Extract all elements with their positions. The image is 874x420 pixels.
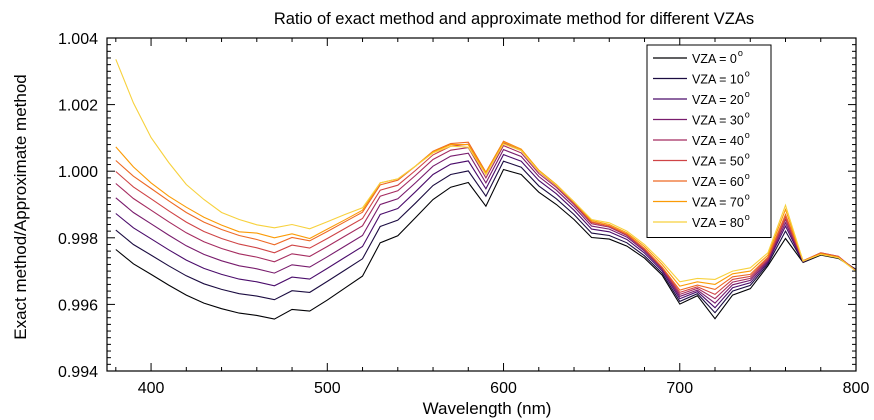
series-line-8 <box>115 59 857 283</box>
legend-label: VZA = 50 <box>692 155 744 169</box>
legend-label: VZA = 30 <box>692 114 744 128</box>
legend-degree-sign: o <box>745 89 750 99</box>
series-line-2 <box>115 153 857 309</box>
y-tick-label: 0.994 <box>58 364 98 381</box>
legend-degree-sign: o <box>745 171 750 181</box>
x-tick-label: 400 <box>138 380 165 397</box>
legend-box <box>646 44 772 238</box>
series-line-0 <box>115 168 857 320</box>
legend-degree-sign: o <box>738 48 743 58</box>
legend-degree-sign: o <box>745 69 750 79</box>
y-axis-label: Exact method/Approximate method <box>11 74 30 340</box>
legend-label: VZA = 0 <box>692 52 737 66</box>
y-tick-label: 1.004 <box>58 31 98 48</box>
legend-label: VZA = 40 <box>692 134 744 148</box>
x-tick-label: 500 <box>314 380 341 397</box>
y-tick-label: 0.996 <box>58 297 98 314</box>
legend-degree-sign: o <box>745 130 750 140</box>
legend-degree-sign: o <box>745 151 750 161</box>
legend-degree-sign: o <box>745 192 750 202</box>
series-line-4 <box>115 144 857 300</box>
axis-ticks: 400 500 600 700 800 0.994 0.996 0.998 1.000 1.002… <box>58 31 869 397</box>
x-axis-label: Wavelength (nm) <box>423 399 552 418</box>
x-tick-label: 700 <box>666 380 693 397</box>
chart-title: Ratio of exact method and approximate me… <box>274 10 754 28</box>
series-layer <box>115 59 857 320</box>
legend-label: VZA = 80 <box>692 216 744 230</box>
x-tick-label: 800 <box>843 380 870 397</box>
y-tick-label: 1.000 <box>58 164 98 181</box>
y-tick-label: 1.002 <box>58 98 98 115</box>
series-line-1 <box>115 160 857 314</box>
series-line-3 <box>115 148 857 304</box>
legend-degree-sign: o <box>745 110 750 120</box>
legend-label: VZA = 70 <box>692 196 744 210</box>
y-tick-label: 0.998 <box>58 231 98 248</box>
series-line-7 <box>115 141 857 287</box>
legend-label: VZA = 20 <box>692 93 744 107</box>
x-tick-label: 600 <box>490 380 517 397</box>
legend-degree-sign: o <box>745 212 750 222</box>
legend-label: VZA = 10 <box>692 73 744 87</box>
legend-label: VZA = 60 <box>692 175 744 189</box>
